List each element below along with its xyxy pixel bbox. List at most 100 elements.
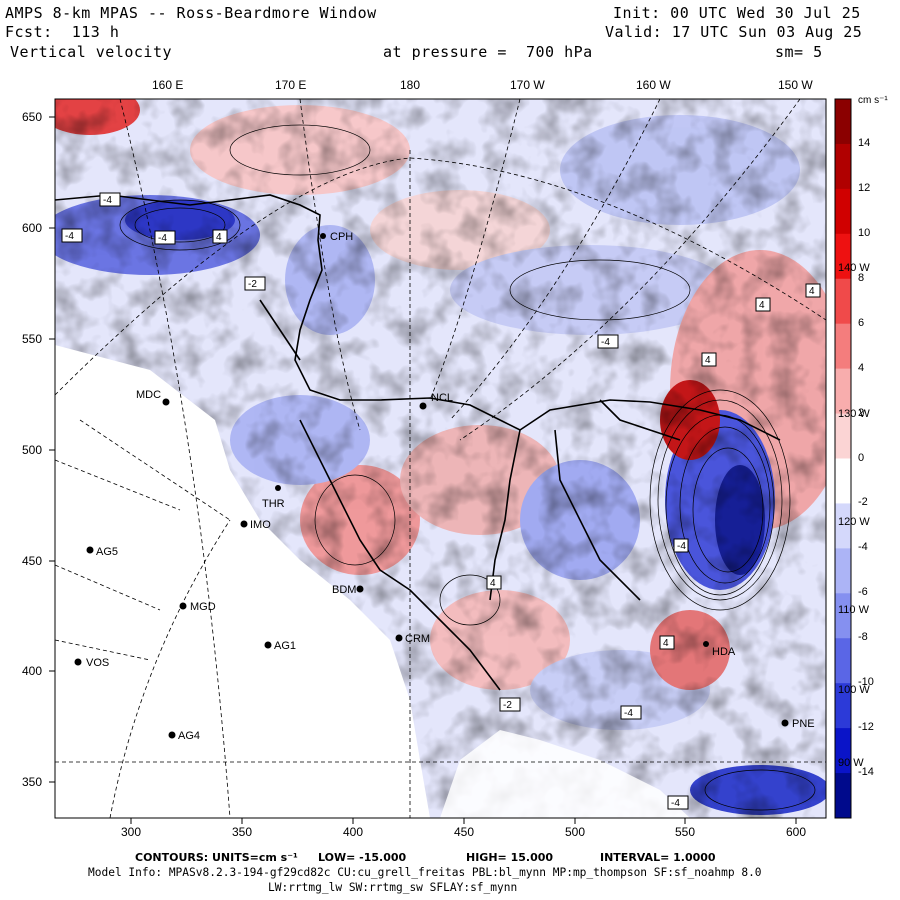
contour-label: -4	[673, 538, 689, 553]
svg-text:VOS: VOS	[86, 657, 109, 669]
svg-text:NCL: NCL	[431, 392, 453, 404]
lon-label-right: 110 W	[838, 604, 869, 616]
y-tick-label: 650	[22, 110, 43, 124]
svg-text:-4: -4	[158, 233, 167, 244]
colorbar-swatch	[835, 683, 851, 729]
colorbar-swatch	[835, 368, 851, 415]
contour-low: LOW= -15.000	[318, 851, 407, 864]
axis-ticks	[49, 116, 797, 824]
y-tick-label: 450	[22, 554, 43, 568]
contour-label: -4	[620, 705, 642, 720]
init-time: Init: 00 UTC Wed 30 Jul 25	[613, 4, 861, 22]
colorbar-tick-label: 2	[858, 406, 865, 419]
colorbar-swatch	[835, 278, 851, 325]
colorbar-swatch	[835, 188, 851, 235]
colorbar	[834, 98, 852, 819]
contour-label: -4	[99, 192, 121, 207]
contour-label: -2	[244, 276, 266, 291]
colorbar-tick-label: -8	[858, 631, 868, 644]
lon-label: 180	[400, 78, 421, 92]
station-imo: IMO	[240, 519, 271, 531]
svg-text:BDM: BDM	[332, 584, 356, 596]
plot-frame	[54, 98, 827, 819]
field-name: Vertical velocity	[10, 43, 173, 61]
contour-label: 4	[659, 635, 675, 650]
svg-text:4: 4	[759, 300, 765, 311]
station-vos: VOS	[74, 657, 109, 669]
x-tick-label: 400	[343, 825, 364, 839]
forecast-hour: Fcst: 113 h	[5, 23, 120, 41]
lon-label-right: 130 W	[838, 408, 870, 420]
svg-text:-4: -4	[103, 195, 112, 206]
colorbar-tick-label: -4	[858, 541, 868, 554]
station-ag5: AG5	[86, 546, 118, 558]
contour-interval: INTERVAL= 1.0000	[600, 851, 716, 864]
svg-text:-4: -4	[65, 231, 74, 242]
station-ag4: AG4	[168, 730, 200, 742]
colorbar-tick-label: -10	[858, 676, 874, 689]
colorbar-tick-label: -2	[858, 496, 868, 509]
vertical-velocity-field: -4 -4 -4 4 -2 -4 4 4 4 -4 4 4 -4 -4 -2 M…	[55, 99, 826, 818]
colorbar-swatch	[835, 728, 851, 774]
y-tick-label: 400	[22, 664, 43, 678]
y-tick-label: 550	[22, 332, 43, 346]
lon-label: 160 E	[152, 78, 184, 92]
y-tick-label: 500	[22, 443, 43, 457]
lon-label-right: 120 W	[838, 516, 870, 528]
colorbar-tick-label: 4	[858, 361, 865, 374]
svg-text:4: 4	[809, 286, 815, 297]
x-tick-label: 350	[232, 825, 253, 839]
svg-text:4: 4	[663, 638, 669, 649]
station-mgd: MGD	[179, 601, 216, 613]
svg-text:PNE: PNE	[792, 718, 815, 730]
colorbar-tick-label: 14	[858, 136, 871, 149]
x-tick-label: 550	[675, 825, 696, 839]
colorbar-swatch	[835, 233, 851, 280]
svg-text:MGD: MGD	[190, 601, 216, 613]
lon-label: 150 W	[778, 78, 813, 92]
contour-label: 4	[755, 297, 771, 312]
valid-time: Valid: 17 UTC Sun 03 Aug 25	[605, 23, 863, 41]
svg-text:HDA: HDA	[712, 646, 736, 658]
colorbar-tick-label: 6	[858, 316, 865, 329]
svg-text:-4: -4	[624, 708, 633, 719]
y-tick-label: 600	[22, 221, 43, 235]
station-crm: CRM	[395, 633, 430, 645]
colorbar-swatch	[835, 773, 851, 819]
station-ncl: NCL	[419, 392, 453, 410]
station-pne: PNE	[781, 718, 815, 730]
colorbar-swatch	[835, 99, 851, 145]
svg-text:AG5: AG5	[96, 546, 118, 558]
svg-text:4: 4	[490, 578, 496, 589]
colorbar-tick-label: 10	[858, 226, 871, 239]
colorbar-tick-label: -14	[858, 766, 874, 779]
contour-label: 4	[212, 229, 228, 244]
x-tick-label: 500	[565, 825, 586, 839]
svg-text:4: 4	[705, 355, 711, 366]
svg-text:THR: THR	[262, 498, 285, 510]
station-hda: HDA	[703, 641, 736, 658]
lon-label: 170 W	[510, 78, 545, 92]
svg-text:MDC: MDC	[136, 389, 161, 401]
svg-text:-2: -2	[503, 700, 512, 711]
contour-label: -2	[499, 697, 521, 712]
colorbar-tick-label: 12	[858, 181, 871, 194]
svg-text:-2: -2	[248, 279, 257, 290]
colorbar-swatch	[835, 503, 851, 549]
colorbar-swatch	[835, 458, 851, 504]
contours-label: CONTOURS:	[135, 851, 209, 864]
contour-label: -4	[154, 230, 176, 245]
colorbar-tick-label: -6	[858, 586, 868, 599]
colorbar-swatch	[835, 593, 851, 639]
station-thr: THR	[262, 485, 285, 510]
contour-high: HIGH= 15.000	[466, 851, 554, 864]
station-ag1: AG1	[264, 640, 296, 652]
colorbar-swatch	[835, 638, 851, 684]
lon-label-right: 90 W	[838, 757, 864, 769]
svg-text:AG1: AG1	[274, 640, 296, 652]
svg-text:AG4: AG4	[178, 730, 200, 742]
model-info-physics: LW:rrtmg_lw SW:rrtmg_sw SFLAY:sf_mynn	[268, 881, 518, 894]
pressure-level: at pressure = 700 hPa	[383, 43, 593, 61]
contour-label: 4	[486, 575, 502, 590]
